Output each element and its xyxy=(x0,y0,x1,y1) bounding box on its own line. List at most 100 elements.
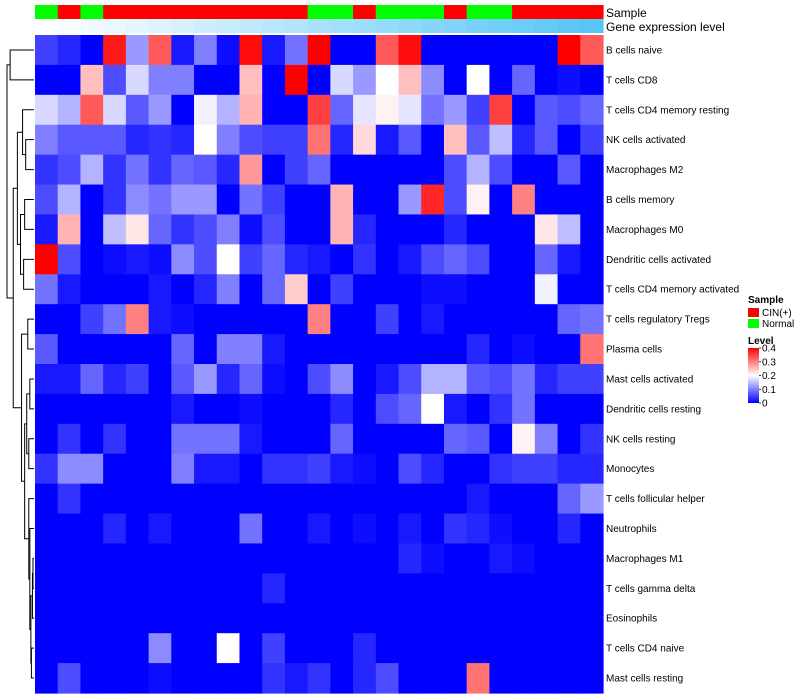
heatmap-cell xyxy=(262,274,286,305)
heatmap-cell xyxy=(489,513,513,545)
heatmap-cell xyxy=(375,214,400,245)
heatmap-cell xyxy=(103,393,127,425)
heatmap-cell xyxy=(239,543,263,574)
heatmap-cell xyxy=(125,364,150,395)
row-label: Macrophages M0 xyxy=(606,225,684,236)
heatmap-cell xyxy=(375,274,400,305)
heatmap-cell xyxy=(284,124,309,156)
heatmap-cell xyxy=(125,423,150,455)
sample-annotation-cell xyxy=(375,5,400,19)
heatmap-cell xyxy=(194,124,218,156)
heatmap-cell xyxy=(534,154,559,186)
legend-cin-label: CIN(+) xyxy=(762,308,792,319)
heatmap-cell xyxy=(580,483,604,515)
row-label: T cells CD8 xyxy=(606,75,658,86)
sample-annotation-cell xyxy=(466,5,490,19)
heatmap-cell xyxy=(443,573,468,604)
heatmap-cell xyxy=(375,513,400,545)
heatmap-cell xyxy=(580,154,604,186)
sample-annotation-cell xyxy=(330,5,354,19)
heatmap-cell xyxy=(375,334,400,365)
dendrogram-branch xyxy=(21,333,28,482)
heatmap-cell xyxy=(421,453,445,485)
heatmap-cell xyxy=(194,393,218,425)
heatmap-cell xyxy=(398,663,422,694)
heatmap-cell xyxy=(443,94,468,126)
legend-level-tick-label: 0.2 xyxy=(762,371,776,382)
heatmap-cell xyxy=(57,154,82,186)
heatmap-cell xyxy=(284,244,309,275)
heatmap-cell xyxy=(194,35,218,66)
heatmap-cell xyxy=(353,124,377,156)
heatmap-cell xyxy=(216,364,241,395)
heatmap-cell xyxy=(239,184,263,216)
heatmap-cell xyxy=(330,633,354,664)
heatmap-cell xyxy=(239,154,263,186)
heatmap-cell xyxy=(57,603,82,634)
heatmap-cell xyxy=(80,214,104,245)
heatmap-cell xyxy=(557,184,581,216)
heatmap-cell xyxy=(171,393,195,425)
heatmap-cell xyxy=(148,483,172,515)
heatmap-cell xyxy=(57,244,82,275)
heatmap-cell xyxy=(512,423,536,455)
expression-annotation-cell xyxy=(512,19,536,33)
heatmap-cell xyxy=(125,184,150,216)
heatmap-cell xyxy=(80,423,104,455)
heatmap-cell xyxy=(421,573,445,604)
heatmap-cell xyxy=(125,393,150,425)
heatmap-cell xyxy=(489,633,513,664)
heatmap-cell xyxy=(466,633,490,664)
dendrogram-branch xyxy=(23,258,34,290)
heatmap-cell xyxy=(194,543,218,574)
heatmap-cell xyxy=(307,364,331,395)
sample-annotation-cell xyxy=(307,5,331,19)
heatmap-cell xyxy=(148,94,172,126)
sample-annotation-cell xyxy=(171,5,195,19)
heatmap-cell xyxy=(262,64,286,96)
heatmap-cell xyxy=(57,453,82,485)
heatmap-cell xyxy=(512,94,536,126)
heatmap-cell xyxy=(398,154,422,186)
heatmap-cell xyxy=(103,304,127,335)
heatmap-cell xyxy=(57,274,82,305)
heatmap-cell xyxy=(557,423,581,455)
sample-annotation-cell xyxy=(557,5,581,19)
heatmap-cell xyxy=(557,573,581,604)
heatmap-cell xyxy=(125,603,150,634)
heatmap-cell xyxy=(375,94,400,126)
heatmap-cell xyxy=(239,633,263,664)
heatmap-cell xyxy=(443,64,468,96)
heatmap-cell xyxy=(512,124,536,156)
heatmap-cell xyxy=(466,603,490,634)
heatmap-cell xyxy=(284,304,309,335)
heatmap-cell xyxy=(57,483,82,515)
heatmap-cell xyxy=(35,453,59,485)
heatmap-cell xyxy=(353,154,377,186)
heatmap-cell xyxy=(284,334,309,365)
sample-annotation-cell xyxy=(80,5,104,19)
heatmap-cell xyxy=(216,35,241,66)
expression-annotation-cell xyxy=(239,19,263,33)
row-label: Eosinophils xyxy=(606,614,657,625)
heatmap-cell xyxy=(421,543,445,574)
heatmap-cell xyxy=(216,393,241,425)
heatmap-cell xyxy=(125,543,150,574)
heatmap-cell xyxy=(466,274,490,305)
heatmap-cell xyxy=(512,543,536,574)
dendrogram-branch xyxy=(29,378,34,410)
heatmap-cell xyxy=(171,513,195,545)
heatmap-cell xyxy=(489,483,513,515)
heatmap-cell xyxy=(284,64,309,96)
heatmap-cell xyxy=(557,364,581,395)
heatmap-cell xyxy=(57,94,82,126)
heatmap-cell xyxy=(125,334,150,365)
expression-annotation-cell xyxy=(421,19,445,33)
heatmap-cell xyxy=(580,364,604,395)
heatmap-cell xyxy=(330,423,354,455)
heatmap-cell xyxy=(489,304,513,335)
heatmap-cell xyxy=(307,543,331,574)
heatmap-cell xyxy=(534,423,559,455)
heatmap-cell xyxy=(466,35,490,66)
heatmap-cell xyxy=(80,244,104,275)
